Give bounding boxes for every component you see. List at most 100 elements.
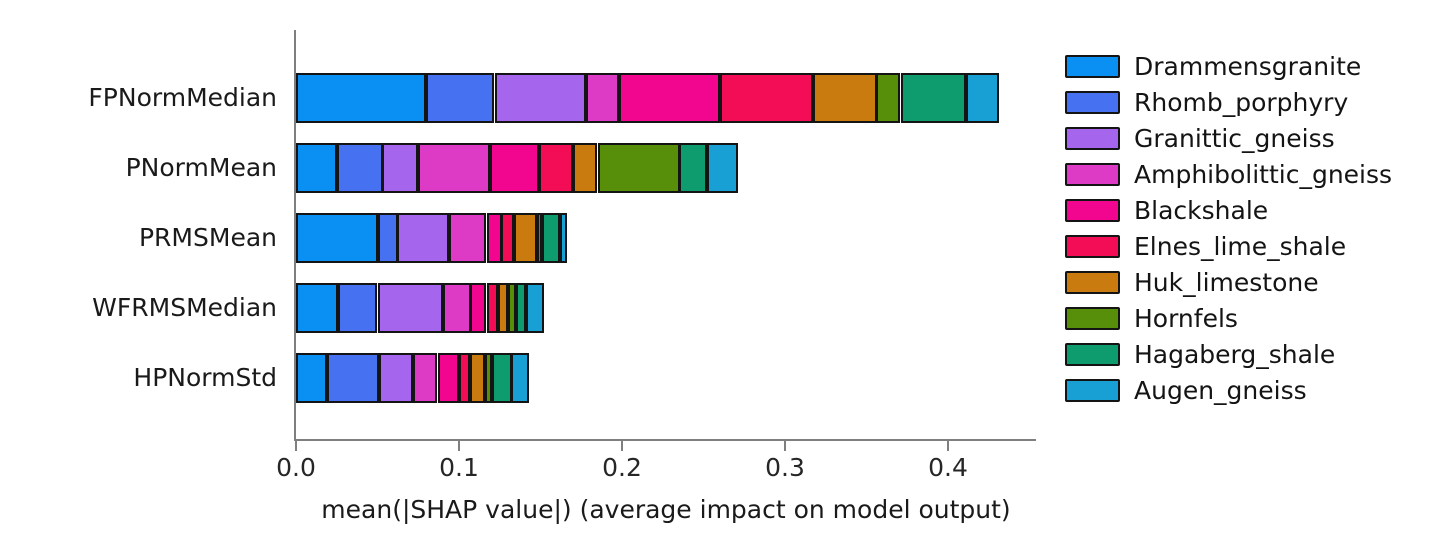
bar-segment [501,213,514,263]
x-tick-mark [295,441,297,451]
legend-swatch [1065,199,1120,222]
x-tick-mark [784,441,786,451]
bar-segment [296,143,337,193]
bar-segment [514,213,537,263]
bar-segment [508,283,516,333]
legend-item: Elnes_lime_shale [1065,232,1347,261]
legend-item: Huk_limestone [1065,268,1319,297]
legend-item: Augen_gneiss [1065,376,1307,405]
bar-segment [813,73,877,123]
legend-swatch [1065,307,1120,330]
legend-item: Amphibolittic_gneiss [1065,160,1393,189]
y-tick-label: WFRMSMedian [92,293,277,322]
bar-segment [876,73,900,123]
x-tick-mark [621,441,623,451]
bar-segment [487,283,498,333]
bar-segment [901,73,966,123]
bar-segment [379,353,413,403]
legend-swatch [1065,55,1120,78]
x-axis-line [294,439,1036,441]
legend-label: Amphibolittic_gneiss [1134,160,1393,189]
legend-label: Granittic_gneiss [1134,124,1335,153]
bar-segment [378,283,443,333]
x-tick-label: 0.3 [765,453,805,482]
legend-swatch [1065,163,1120,186]
bar-segment [707,143,738,193]
legend-item: Blackshale [1065,196,1269,225]
bar-segment [382,143,418,193]
legend-item: Hagaberg_shale [1065,340,1336,369]
bar-segment [560,213,567,263]
legend-label: Hornfels [1134,304,1238,333]
bar-segment [586,73,619,123]
bar-segment [378,213,398,263]
bar-segment [426,73,494,123]
bar-segment [966,73,999,123]
bar-segment [598,143,680,193]
bar-segment [485,353,492,403]
legend-label: Hagaberg_shale [1134,340,1336,369]
x-tick-label: 0.4 [928,453,968,482]
bar-segment [296,283,338,333]
bar-segment [526,283,544,333]
bar-segment [542,213,560,263]
bar-segment [327,353,379,403]
legend-item: Granittic_gneiss [1065,124,1335,153]
bar-segment [539,143,573,193]
bar-segment [495,73,586,123]
legend-label: Rhomb_porphyry [1134,88,1349,117]
x-tick-label: 0.0 [276,453,316,482]
legend-label: Huk_limestone [1134,268,1319,297]
bar-segment [490,143,539,193]
bar-segment [470,353,485,403]
bar-segment [296,353,327,403]
x-tick-mark [458,441,460,451]
y-tick-label: PNormMean [125,153,277,182]
bar-segment [459,353,470,403]
legend-item: Hornfels [1065,304,1238,333]
legend-label: Blackshale [1134,196,1269,225]
y-tick-label: FPNormMedian [88,83,277,112]
bar-segment [470,283,486,333]
bar-segment [397,213,449,263]
legend-label: Augen_gneiss [1134,376,1307,405]
x-tick-label: 0.2 [602,453,642,482]
bar-segment [487,213,502,263]
bar-segment [679,143,707,193]
bar-segment [443,283,471,333]
y-tick-label: PRMSMean [138,223,277,252]
bar-segment [337,143,383,193]
bar-segment [296,213,378,263]
plot-area: FPNormMedian PNormMean PRMSMean WFRMSMedian… [88,30,1036,524]
bar-segment [498,283,508,333]
bar-segment [720,73,813,123]
bar-segment [516,283,526,333]
bar-segment [296,73,426,123]
y-axis-line [294,30,296,441]
legend-swatch [1065,343,1120,366]
x-axis-title: mean(|SHAP value|) (average impact on mo… [321,495,1011,524]
legend-item: Rhomb_porphyry [1065,88,1349,117]
legend-item: Drammensgranite [1065,52,1362,81]
y-tick-label: HPNormStd [133,363,277,392]
legend-swatch [1065,379,1120,402]
legend-label: Elnes_lime_shale [1134,232,1347,261]
legend-label: Drammensgranite [1134,52,1362,81]
x-tick-mark [947,441,949,451]
bar-segment [449,213,486,263]
legend-swatch [1065,271,1120,294]
x-tick-label: 0.1 [439,453,479,482]
bar-segment [338,283,377,333]
legend-swatch [1065,91,1120,114]
bar-segment [413,353,437,403]
bar-segment [573,143,597,193]
bar-segment [492,353,512,403]
bar-segment [418,143,490,193]
legend-swatch [1065,235,1120,258]
bar-segment [537,213,542,263]
bar-segment [438,353,459,403]
bar-segment [619,73,720,123]
bar-segment [511,353,529,403]
legend-swatch [1065,127,1120,150]
